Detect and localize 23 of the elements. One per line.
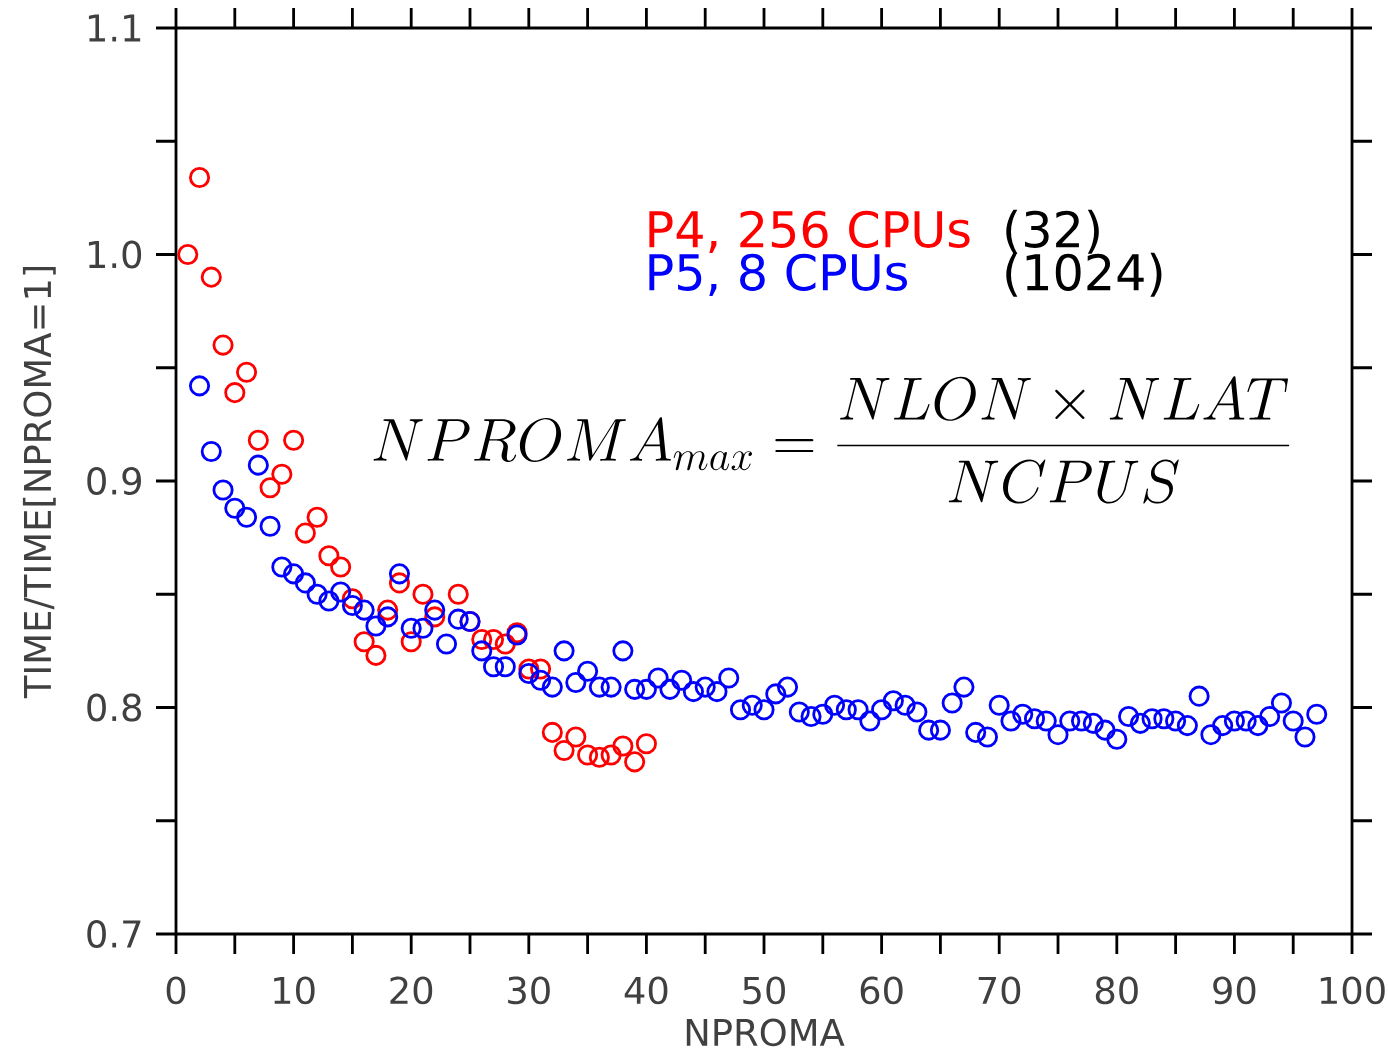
- x-tick-label: 30: [508, 976, 550, 1005]
- x-tick-label: 50: [743, 976, 785, 1005]
- x-axis-title: NPROMA: [686, 1018, 845, 1047]
- x-tick-label: 20: [390, 976, 433, 1005]
- x-tick-label: 100: [1320, 976, 1385, 1005]
- y-tick-label: 1.1: [88, 14, 141, 42]
- y-tick-label: 0.9: [87, 467, 141, 495]
- annotation: (32): [1006, 209, 1099, 254]
- text: P5, 8 CPUs: [649, 253, 908, 296]
- annotation: (1024): [1006, 252, 1162, 297]
- x-tick-label: 90: [1213, 976, 1256, 1005]
- y-axis-title: TIME/TIME[NPROMA=1]: [22, 266, 56, 699]
- x-tick-label: 70: [978, 976, 1021, 1005]
- text: P4, 256 CPUs: [649, 210, 970, 253]
- y-tick-label: 1.0: [88, 240, 142, 269]
- x-tick-label: 40: [624, 976, 668, 1005]
- x-tick-label: 80: [1095, 976, 1138, 1005]
- x-tick-label: 60: [860, 976, 903, 1005]
- x-tick-label: 0: [166, 976, 186, 1005]
- x-tick-label: 10: [274, 976, 315, 1005]
- annotation: $NPROMA_{max}=\frac{NLON\times NLAT}{NCPUS}$: [373, 376, 1290, 504]
- y-tick-label: 0.8: [87, 693, 142, 722]
- y-tick-label: 0.7: [87, 920, 141, 948]
